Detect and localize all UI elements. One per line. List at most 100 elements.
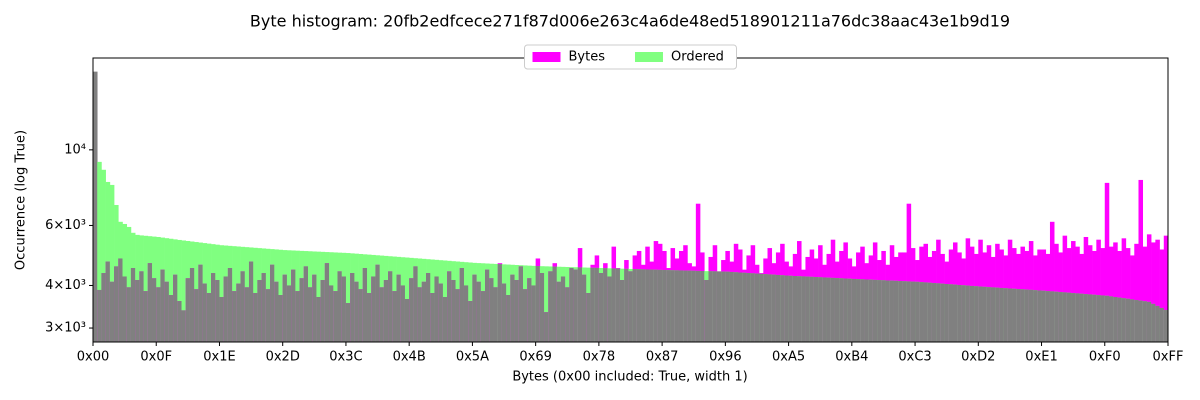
- overlap-bar: [523, 289, 528, 342]
- overlap-bar: [670, 270, 676, 342]
- bytes-bar: [1163, 235, 1168, 342]
- x-tick-label: 0xA5: [772, 350, 805, 365]
- overlap-bar: [248, 261, 254, 342]
- bytes-bar: [1155, 239, 1160, 342]
- overlap-bar: [1138, 300, 1144, 342]
- ordered-bar: [109, 184, 115, 342]
- overlap-bar: [923, 282, 929, 342]
- overlap-bar: [830, 277, 836, 342]
- overlap-bar: [889, 280, 895, 342]
- overlap-bar: [139, 271, 144, 342]
- overlap-bar: [1079, 293, 1084, 342]
- x-axis-label: Bytes (0x00 included: True, width 1): [512, 370, 747, 385]
- overlap-bar: [185, 278, 191, 342]
- overlap-bar: [666, 270, 671, 342]
- overlap-bar: [628, 271, 633, 342]
- overlap-bar: [657, 269, 663, 342]
- overlap-bar: [417, 287, 423, 342]
- overlap-bar: [206, 293, 212, 342]
- x-tick-label: 0x4B: [393, 350, 426, 365]
- overlap-bar: [282, 274, 288, 342]
- overlap-bar: [797, 276, 802, 342]
- overlap-bar: [527, 278, 532, 342]
- bytes-bar: [1104, 182, 1110, 342]
- overlap-bar: [345, 303, 351, 342]
- overlap-bar: [881, 280, 886, 342]
- overlap-bar: [1054, 291, 1059, 342]
- overlap-bar: [202, 283, 208, 342]
- overlap-bar: [822, 277, 827, 342]
- bytes-bar: [1130, 255, 1135, 342]
- ordered-bar: [101, 169, 106, 342]
- y-tick-label: 3×10³: [45, 321, 86, 336]
- overlap-bar: [594, 267, 600, 342]
- overlap-bar: [586, 293, 591, 342]
- overlap-bar: [244, 287, 250, 342]
- overlap-bar: [232, 291, 237, 342]
- overlap-bar: [1117, 297, 1122, 342]
- overlap-bar: [114, 266, 119, 342]
- overlap-bar: [147, 263, 153, 342]
- overlap-bar: [826, 277, 832, 342]
- y-tick-label: 4×10³: [45, 278, 86, 293]
- overlap-bar: [173, 274, 178, 342]
- overlap-bar: [518, 266, 524, 342]
- overlap-bar: [152, 278, 157, 342]
- overlap-bar: [1012, 288, 1017, 342]
- overlap-bar: [763, 274, 768, 342]
- x-tick-label: 0xFF: [1153, 350, 1184, 365]
- overlap-bar: [476, 281, 482, 342]
- overlap-bar: [455, 289, 461, 342]
- overlap-bar: [219, 297, 224, 342]
- overlap-bar: [118, 258, 123, 342]
- overlap-bar: [813, 277, 819, 342]
- ordered-bar: [544, 266, 549, 342]
- x-tick-label: 0x1E: [203, 350, 235, 365]
- ordered-bar: [143, 235, 149, 342]
- overlap-bar: [383, 280, 389, 342]
- overlap-bar: [1151, 303, 1156, 342]
- bytes-bar: [1087, 245, 1093, 342]
- overlap-bar: [371, 276, 376, 342]
- overlap-bar: [404, 299, 410, 342]
- overlap-bar: [560, 276, 566, 342]
- overlap-bar: [535, 266, 541, 342]
- overlap-bar: [565, 287, 570, 342]
- x-tick-label: 0x87: [646, 350, 679, 365]
- overlap-bar: [227, 268, 233, 342]
- overlap-bar: [1058, 292, 1063, 342]
- overlap-bar: [426, 273, 431, 342]
- ordered-bar: [97, 161, 102, 342]
- overlap-bar: [978, 286, 983, 342]
- overlap-bar: [392, 291, 397, 342]
- overlap-bar: [539, 273, 545, 342]
- overlap-bar: [738, 272, 743, 342]
- overlap-bar: [101, 273, 106, 342]
- overlap-bar: [695, 270, 701, 342]
- bytes-bar: [1117, 250, 1122, 342]
- overlap-bar: [788, 275, 794, 342]
- overlap-bar: [582, 274, 587, 342]
- overlap-bar: [1113, 297, 1118, 342]
- overlap-bar: [1163, 310, 1168, 342]
- ordered-bar: [345, 253, 351, 342]
- overlap-bar: [438, 283, 444, 342]
- overlap-bar: [999, 287, 1004, 342]
- overlap-bar: [856, 279, 861, 342]
- overlap-bar: [847, 278, 853, 342]
- overlap-bar: [97, 289, 102, 342]
- bytes-bar: [906, 203, 912, 342]
- overlap-bar: [295, 291, 300, 342]
- overlap-bar: [215, 280, 220, 342]
- overlap-bar: [324, 263, 330, 342]
- overlap-bar: [910, 281, 916, 342]
- overlap-bar: [750, 273, 756, 342]
- overlap-bar: [160, 269, 165, 342]
- overlap-bar: [834, 278, 840, 342]
- overlap-bar: [329, 285, 334, 342]
- overlap-bar: [1083, 294, 1089, 342]
- overlap-bar: [109, 281, 115, 342]
- overlap-bar: [497, 264, 503, 342]
- overlap-bar: [1159, 307, 1165, 342]
- overlap-bar: [320, 280, 326, 342]
